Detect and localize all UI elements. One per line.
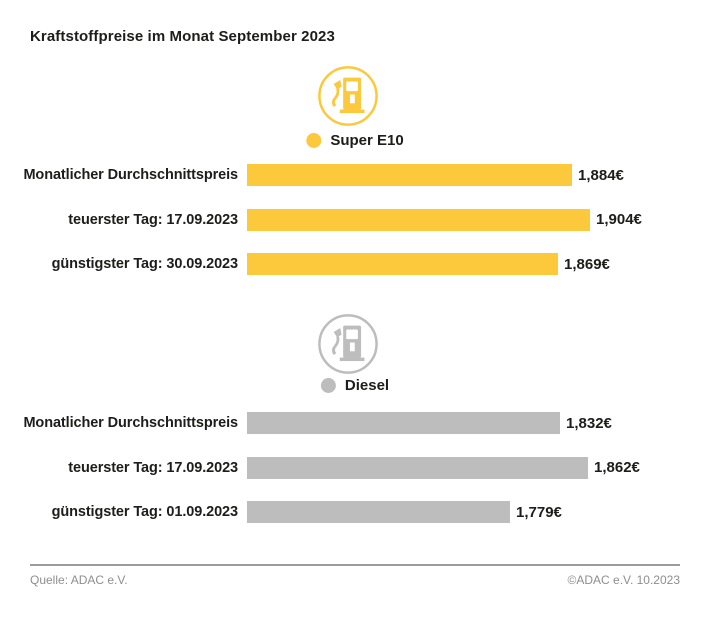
- bar-super-average: [247, 164, 572, 186]
- bar-area: 1,779€: [247, 501, 562, 523]
- bar-row: günstigster Tag: 30.09.2023 1,869€: [30, 253, 710, 275]
- value-label: 1,884€: [578, 166, 624, 184]
- value-label: 1,869€: [564, 255, 610, 273]
- bar-super-max-day: [247, 208, 590, 231]
- bar-area: 1,884€: [247, 164, 624, 186]
- legend-dot-super: [306, 132, 322, 148]
- bar-diesel-average: [247, 412, 560, 434]
- bar-area: 1,832€: [247, 412, 612, 434]
- value-label: 1,832€: [566, 414, 612, 432]
- value-label: 1,862€: [594, 459, 640, 476]
- category-label: günstigster Tag: 01.09.2023: [51, 504, 239, 520]
- category-label: Monatlicher Durchschnittspreis: [23, 167, 238, 183]
- copyright-label: ©ADAC e.V. 10.2023: [567, 573, 680, 587]
- category-label: teuerster Tag: 17.09.2023: [68, 459, 238, 476]
- fuel-pump-diesel-icon: [317, 313, 379, 375]
- category-label: Monatlicher Durchschnittspreis: [23, 415, 238, 431]
- category-label: teuerster Tag: 17.09.2023: [68, 211, 238, 228]
- footer-divider: [30, 564, 680, 566]
- value-label: 1,779€: [516, 503, 562, 521]
- bar-area: 1,904€: [247, 208, 642, 231]
- bar-row: teuerster Tag: 17.09.2023 1,862€: [30, 456, 710, 479]
- fuel-pump-icon: [318, 66, 378, 126]
- bar-row: günstigster Tag: 01.09.2023 1,779€: [30, 501, 710, 523]
- bar-diesel-min-day: [247, 501, 510, 523]
- fuel-pump-icon: [318, 314, 378, 374]
- bar-super-min-day: [247, 253, 558, 275]
- bar-group-super-e10: Monatlicher Durchschnittspreis 1,884€ te…: [23, 164, 710, 298]
- legend-diesel: Diesel: [320, 376, 390, 394]
- legend-super-e10: Super E10: [306, 131, 404, 149]
- bar-area: 1,869€: [247, 253, 610, 275]
- bar-area: 1,862€: [247, 456, 640, 479]
- bar-row: Monatlicher Durchschnittspreis 1,884€: [23, 164, 710, 186]
- bar-group-diesel: Monatlicher Durchschnittspreis 1,832€ te…: [23, 412, 710, 546]
- fuel-pump-super-icon: [317, 65, 379, 127]
- value-label: 1,904€: [596, 211, 642, 228]
- source-label: Quelle: ADAC e.V.: [30, 573, 128, 587]
- page-title: Kraftstoffpreise im Monat September 2023: [30, 28, 335, 45]
- category-label: günstigster Tag: 30.09.2023: [51, 256, 239, 272]
- legend-label-super: Super E10: [330, 131, 404, 149]
- legend-label-diesel: Diesel: [344, 376, 390, 394]
- legend-dot-diesel: [320, 377, 336, 393]
- bar-diesel-max-day: [247, 456, 588, 479]
- bar-row: teuerster Tag: 17.09.2023 1,904€: [30, 208, 710, 231]
- bar-row: Monatlicher Durchschnittspreis 1,832€: [23, 412, 710, 434]
